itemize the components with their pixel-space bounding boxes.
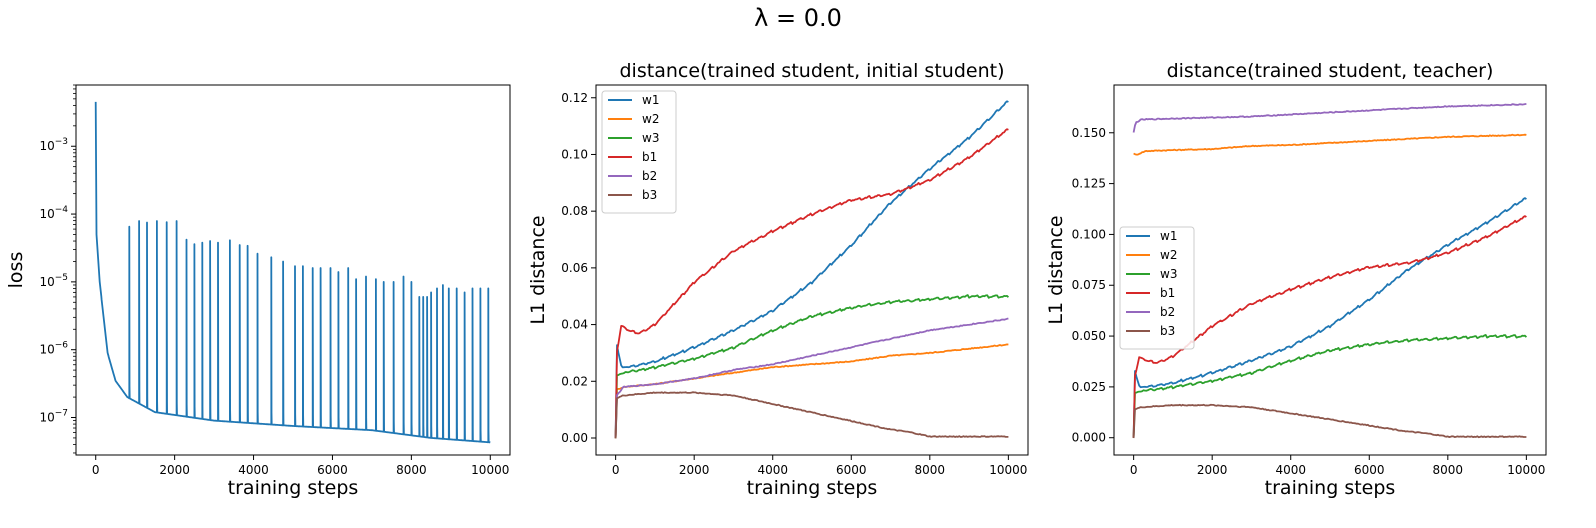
series-line-b2 [614,317,1009,438]
y-tick-label: 0.050 [1072,329,1106,343]
legend-label-w1: w1 [642,93,659,107]
y-axis-label: L1 distance [527,215,549,324]
legend-label-b1: b1 [1160,286,1175,300]
y-tick-label: 0.06 [561,261,588,275]
x-tick-label: 6000 [836,463,867,477]
y-tick-label: 0.10 [561,147,588,161]
x-tick-label: 4000 [757,463,788,477]
x-tick-label: 10000 [471,463,509,477]
x-axis-label: training steps [228,477,359,499]
y-tick-label: 0.075 [1072,278,1106,292]
x-tick-label: 2000 [679,463,710,477]
y-tick-label: 0.00 [561,431,588,445]
series-line-w3 [1132,334,1528,438]
y-axis-label: L1 distance [1045,215,1067,324]
y-tick-label: 0.125 [1072,177,1106,191]
series-group [94,101,491,444]
x-tick-label: 6000 [317,463,348,477]
legend-label-w3: w3 [1160,267,1177,281]
plot-frame [1113,84,1547,456]
x-axis-label: training steps [1265,477,1396,499]
y-tick-label: 0.08 [561,204,588,218]
x-tick-label: 2000 [1197,463,1228,477]
y-tick-label: 0.000 [1072,431,1106,445]
x-tick-label: 10000 [1507,463,1545,477]
y-axis-label: loss [5,252,27,289]
legend-label-b2: b2 [1160,305,1175,319]
y-tick-label: 10−6 [39,341,68,357]
series-line-b1 [1132,215,1527,438]
x-tick-label: 10000 [989,463,1027,477]
x-tick-label: 4000 [1275,463,1306,477]
y-tick-label: 10−3 [39,137,68,153]
series-group [614,100,1010,439]
x-tick-label: 0 [1130,463,1138,477]
legend-box [601,90,677,214]
y-tick-label: 0.04 [561,318,588,332]
series-line-b1 [614,128,1009,438]
y-tick-label: 10−5 [39,273,68,289]
figure-suptitle: λ = 0.0 [754,4,842,32]
legend-label-w2: w2 [642,112,659,126]
series-line-w1 [1132,197,1527,438]
x-tick-label: 2000 [159,463,190,477]
series-line-b3 [1132,403,1527,439]
y-tick-label: 10−4 [39,205,68,221]
y-tick-label: 0.100 [1072,227,1106,241]
plot-frame [75,84,511,456]
chart-title: distance(trained student, initial studen… [620,60,1005,82]
x-tick-label: 8000 [1433,463,1464,477]
x-tick-label: 0 [612,463,620,477]
legend-label-b3: b3 [1160,324,1175,338]
series-line-b2 [1132,103,1527,133]
x-tick-label: 8000 [396,463,427,477]
x-tick-label: 0 [92,463,100,477]
legend-label-w3: w3 [642,131,659,145]
y-tick-label: 10−7 [39,409,68,425]
y-tick-label: 0.150 [1072,126,1106,140]
y-tick-label: 0.12 [561,91,588,105]
series-line-b3 [614,391,1009,439]
distance-initial-chart: 0 2000 4000 6000 8000 10000 0.00 0.02 0.04 0.06 0.… [527,60,1029,499]
distance-teacher-chart: 0 2000 4000 6000 8000 10000 0.000 0.025 0.050 0.0… [1045,60,1547,499]
legend-label-b1: b1 [642,150,657,164]
series-line-loss [94,101,491,444]
legend-label-w2: w2 [1160,248,1177,262]
plot-frame [595,84,1029,456]
x-tick-label: 4000 [238,463,269,477]
series-line-w2 [614,343,1009,439]
loss-chart: 0 2000 4000 6000 8000 10000 10−7 10−6 10−5 10−4 10… [5,84,511,499]
legend-label-b2: b2 [642,169,657,183]
series-line-w1 [614,100,1009,438]
legend-label-b3: b3 [642,188,657,202]
x-tick-label: 6000 [1354,463,1385,477]
legend: w1 w2 w3 b1 b2 b3 [1119,226,1195,350]
legend-box [1119,226,1195,350]
legend-label-w1: w1 [1160,229,1177,243]
x-tick-label: 8000 [915,463,946,477]
series-group [1132,103,1528,439]
x-axis-label: training steps [747,477,878,499]
legend: w1 w2 w3 b1 b2 b3 [601,90,677,214]
chart-title: distance(trained student, teacher) [1167,60,1494,82]
y-tick-label: 0.02 [561,374,588,388]
series-line-w2 [1133,133,1527,156]
series-line-w3 [614,294,1010,439]
y-tick-label: 0.025 [1072,380,1106,394]
